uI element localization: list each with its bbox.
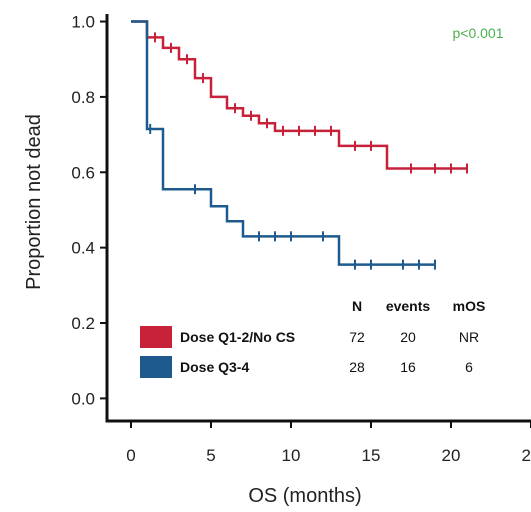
legend-events-dose-q1-2: 20 <box>400 329 416 345</box>
survival-curve-dose-q1-2 <box>131 20 467 170</box>
x-tick-label: 0 <box>126 446 135 465</box>
legend-header-events: events <box>386 298 431 314</box>
y-tick-label: 0.8 <box>71 88 95 107</box>
y-tick-label: 0.2 <box>71 314 95 333</box>
x-tick-label: 15 <box>362 446 381 465</box>
legend-mos-dose-q3-4: 6 <box>465 359 473 375</box>
legend-header-mos: mOS <box>453 298 486 314</box>
y-tick-label: 0.6 <box>71 163 95 182</box>
x-tick-label: 25 <box>522 446 531 465</box>
legend-swatch-dose-q3-4 <box>140 356 172 378</box>
y-tick-label: 1.0 <box>71 13 95 32</box>
x-tick-label: 5 <box>206 446 215 465</box>
x-tick-label: 10 <box>282 446 301 465</box>
survival-curve-dose-q3-4 <box>131 20 435 266</box>
axes-layer <box>100 14 531 428</box>
y-tick-label: 0.4 <box>71 239 95 258</box>
p-value-annotation: p<0.001 <box>453 25 504 41</box>
x-tick-label: 20 <box>442 446 461 465</box>
legend-swatch-dose-q1-2 <box>140 326 172 348</box>
legend-label-dose-q1-2: Dose Q1-2/No CS <box>180 329 295 345</box>
series-layer <box>131 20 468 270</box>
legend-header-n: N <box>352 298 362 314</box>
tick-labels-layer: 0.0 0.2 0.4 0.6 0.8 1.0 0 5 10 15 20 25 <box>71 13 531 465</box>
legend-events-dose-q3-4: 16 <box>400 359 416 375</box>
legend-n-dose-q3-4: 28 <box>349 359 365 375</box>
y-axis-title: Proportion not dead <box>23 114 45 290</box>
legend-mos-dose-q1-2: NR <box>459 329 479 345</box>
x-axis-title: OS (months) <box>248 485 361 507</box>
legend-label-dose-q3-4: Dose Q3-4 <box>180 359 249 375</box>
legend: N events mOS Dose Q1-2/No CS 72 20 NR Do… <box>140 298 485 378</box>
y-tick-label: 0.0 <box>71 389 95 408</box>
legend-n-dose-q1-2: 72 <box>349 329 365 345</box>
